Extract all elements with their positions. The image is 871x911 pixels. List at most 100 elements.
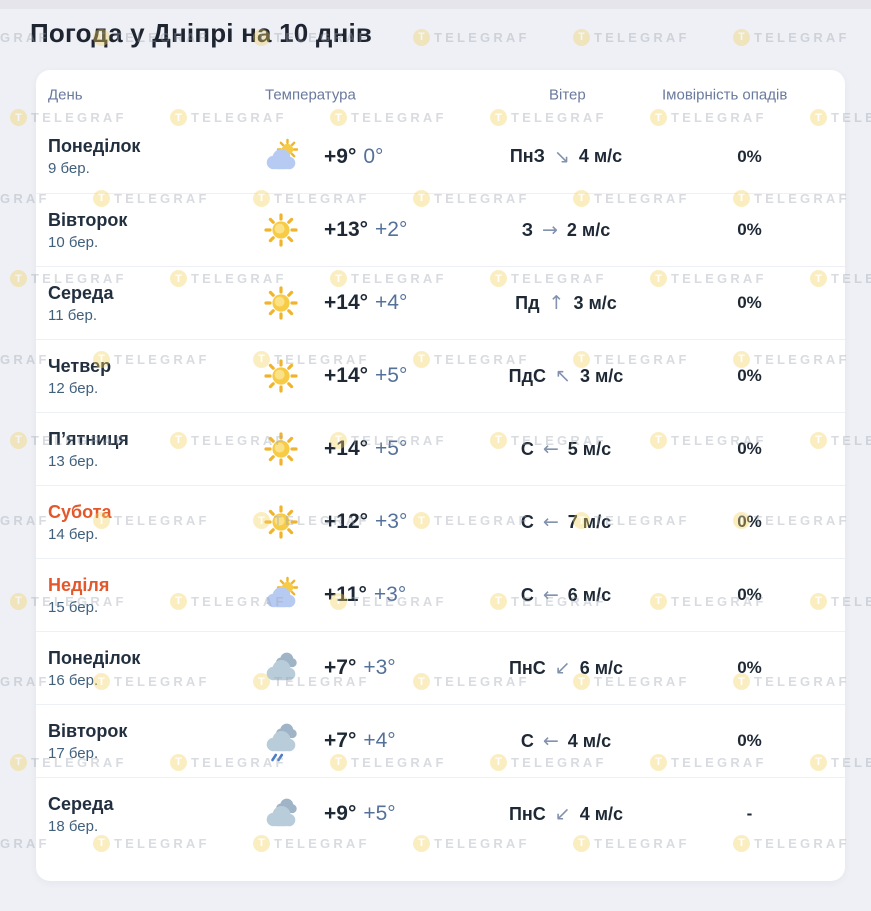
column-header-precipitation: Імовірність опадів bbox=[662, 86, 788, 104]
day-name: Понеділок bbox=[48, 647, 141, 668]
page-title: Погода у Дніпрі на 10 днів bbox=[30, 18, 373, 48]
wind-direction: ПнЗ bbox=[509, 146, 545, 166]
day-cell: Понеділок 9 бер. bbox=[48, 136, 246, 177]
forecast-row: Вівторок 10 бер. +13° +2° З → 2 м/с 0% bbox=[36, 193, 845, 266]
temperature-cell: +7° +3° bbox=[316, 656, 466, 680]
watermark-text: TELEGRAF bbox=[434, 29, 530, 45]
day-name: Середа bbox=[48, 793, 114, 814]
day-name: Вівторок bbox=[48, 720, 128, 741]
temperature-cell: +14° +5° bbox=[316, 437, 466, 461]
precipitation-value: - bbox=[746, 804, 753, 823]
day-name: Понеділок bbox=[48, 136, 141, 156]
day-name: Середа bbox=[48, 282, 114, 303]
temperature-cell: +14° +5° bbox=[316, 364, 466, 388]
sun-behind-cloud-icon bbox=[246, 575, 316, 615]
wind-direction: С bbox=[520, 730, 534, 751]
day-cell: Середа 11 бер. bbox=[48, 283, 246, 324]
sun-icon bbox=[246, 210, 316, 250]
day-date: 17 бер. bbox=[48, 744, 99, 762]
day-cell: Неділя 15 бер. bbox=[48, 575, 246, 616]
day-date: 11 бер. bbox=[48, 306, 98, 324]
day-cell: Середа 18 бер. bbox=[48, 794, 246, 835]
forecast-row: Вівторок 17 бер. +7° +4° С ← 4 м/с 0% bbox=[36, 704, 845, 777]
temp-low: +3° bbox=[363, 656, 396, 679]
forecast-row: Неділя 15 бер. +11° +3° С ← 6 м/с 0% bbox=[36, 558, 845, 631]
temp-low: +2° bbox=[375, 218, 408, 241]
temp-low: +4° bbox=[375, 291, 408, 314]
day-cell: Субота 14 бер. bbox=[48, 502, 246, 543]
precipitation-value: 0% bbox=[737, 512, 762, 531]
wind-speed: 7 м/с bbox=[567, 511, 612, 532]
clouds-icon bbox=[246, 648, 316, 688]
column-header-temperature: Температура bbox=[265, 86, 356, 104]
wind-direction: С bbox=[520, 511, 534, 532]
wind-cell: С ← 4 м/с bbox=[466, 730, 666, 752]
temperature-cell: +9° +5° bbox=[316, 802, 466, 826]
temp-low: +4° bbox=[363, 729, 396, 752]
telegraf-logo-icon: T bbox=[10, 592, 27, 610]
column-header-wind: Вітер bbox=[549, 86, 586, 104]
telegraf-logo-icon: T bbox=[10, 270, 27, 288]
sun-icon bbox=[246, 429, 316, 469]
day-name: Субота bbox=[48, 501, 112, 522]
precipitation-value: 0% bbox=[737, 439, 762, 458]
day-date: 16 бер. bbox=[48, 671, 99, 689]
day-date: 13 бер. bbox=[48, 452, 99, 470]
temp-low: +3° bbox=[375, 510, 408, 533]
day-cell: Понеділок 16 бер. bbox=[48, 648, 246, 689]
forecast-row: Понеділок 16 бер. +7° +3° ПнС ↙ 6 м/с 0% bbox=[36, 631, 845, 704]
clouds-icon bbox=[246, 794, 316, 834]
telegraf-logo-icon: T bbox=[733, 28, 750, 46]
wind-speed: 6 м/с bbox=[579, 657, 624, 678]
temperature-cell: +7° +4° bbox=[316, 729, 466, 753]
temp-low: +5° bbox=[375, 364, 408, 387]
day-cell: Вівторок 10 бер. bbox=[48, 210, 246, 251]
wind-direction: З bbox=[521, 219, 533, 240]
forecast-card: День Температура Вітер Імовірність опаді… bbox=[36, 70, 845, 881]
temp-high: +9° bbox=[324, 144, 357, 168]
telegraf-logo-icon: T bbox=[10, 109, 27, 127]
precipitation-value: 0% bbox=[737, 146, 762, 166]
table-header-row: День Температура Вітер Імовірність опаді… bbox=[36, 70, 845, 120]
temp-high: +14° bbox=[324, 291, 369, 314]
day-date: 9 бер. bbox=[48, 160, 90, 177]
wind-cell: С ← 6 м/с bbox=[466, 584, 666, 606]
wind-direction-arrow-icon: ↙ bbox=[554, 657, 571, 679]
wind-speed: 3 м/с bbox=[579, 365, 624, 386]
telegraf-logo-icon: T bbox=[413, 28, 430, 46]
top-band bbox=[0, 0, 871, 9]
day-date: 12 бер. bbox=[48, 379, 99, 397]
precipitation-value: 0% bbox=[737, 585, 762, 604]
wind-direction-arrow-icon: → bbox=[542, 219, 558, 241]
sun-behind-cloud-icon bbox=[246, 137, 316, 177]
day-date: 10 бер. bbox=[48, 233, 99, 251]
temp-low: +5° bbox=[363, 802, 396, 825]
telegraf-logo-icon: T bbox=[10, 431, 27, 449]
day-name: Вівторок bbox=[48, 209, 128, 230]
wind-speed: 4 м/с bbox=[579, 803, 624, 824]
wind-direction: ПнС bbox=[508, 657, 546, 678]
forecast-row: Понеділок 9 бер. +9° 0° ПнЗ ↘ 4 м/с 0% bbox=[36, 120, 845, 193]
telegraf-logo-icon: T bbox=[10, 753, 27, 771]
precipitation-value: 0% bbox=[737, 293, 762, 312]
sun-icon bbox=[246, 502, 316, 542]
temperature-cell: +9° 0° bbox=[316, 145, 466, 169]
day-date: 14 бер. bbox=[48, 525, 99, 543]
wind-cell: З → 2 м/с bbox=[466, 219, 666, 241]
wind-cell: ПнС ↙ 6 м/с bbox=[466, 657, 666, 679]
wind-direction-arrow-icon: ↖ bbox=[555, 365, 571, 387]
wind-cell: ПдС ↖ 3 м/с bbox=[466, 365, 666, 387]
wind-direction: ПнС bbox=[508, 803, 546, 824]
temp-high: +13° bbox=[324, 218, 369, 241]
wind-cell: ПнЗ ↘ 4 м/с bbox=[466, 146, 666, 168]
wind-cell: С ← 7 м/с bbox=[466, 511, 666, 533]
wind-direction-arrow-icon: ← bbox=[542, 730, 559, 752]
temp-high: +9° bbox=[324, 802, 357, 825]
wind-speed: 2 м/с bbox=[566, 219, 611, 240]
wind-direction-arrow-icon: ← bbox=[542, 584, 559, 606]
temp-high: +14° bbox=[324, 437, 369, 460]
temp-high: +14° bbox=[324, 364, 369, 387]
wind-direction: Пд bbox=[515, 292, 540, 313]
wind-direction: С bbox=[520, 584, 534, 605]
